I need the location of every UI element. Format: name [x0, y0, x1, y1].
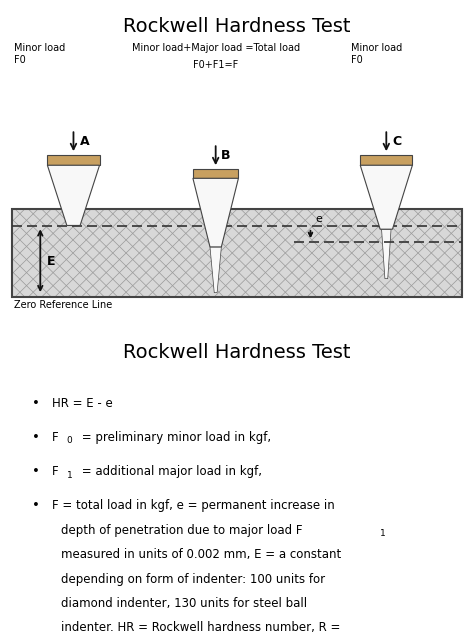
Polygon shape	[382, 229, 391, 279]
Text: B: B	[221, 149, 231, 162]
Bar	[12, 209, 462, 297]
Text: F = total load in kgf, e = permanent increase in: F = total load in kgf, e = permanent inc…	[52, 499, 335, 513]
Text: e: e	[315, 214, 322, 224]
Bar	[12, 209, 462, 297]
Text: Minor load+Major load =Total load: Minor load+Major load =Total load	[132, 43, 300, 53]
Text: HR = E - e: HR = E - e	[52, 397, 113, 410]
Text: = additional major load in kgf,: = additional major load in kgf,	[78, 465, 262, 478]
Text: = preliminary minor load in kgf,: = preliminary minor load in kgf,	[78, 431, 271, 444]
Text: C: C	[392, 135, 401, 149]
Text: 0: 0	[67, 437, 73, 446]
Text: depth of penetration due to major load F: depth of penetration due to major load F	[61, 524, 302, 537]
Polygon shape	[360, 165, 412, 229]
Text: F0+F1=F: F0+F1=F	[193, 60, 238, 70]
Text: Minor load
F0: Minor load F0	[14, 43, 65, 65]
Text: F: F	[52, 431, 59, 444]
Bar	[47, 155, 100, 165]
Text: Zero Reference Line: Zero Reference Line	[14, 300, 112, 310]
Bar	[360, 155, 412, 165]
Text: Minor load
F0: Minor load F0	[351, 43, 402, 65]
Text: indenter. HR = Rockwell hardness number, R =: indenter. HR = Rockwell hardness number,…	[61, 621, 340, 632]
Text: •: •	[32, 431, 40, 444]
Text: •: •	[32, 499, 40, 513]
Text: measured in units of 0.002 mm, E = a constant: measured in units of 0.002 mm, E = a con…	[61, 548, 341, 561]
Text: •: •	[32, 397, 40, 410]
Polygon shape	[193, 178, 238, 247]
Text: Rockwell Hardness Test: Rockwell Hardness Test	[123, 344, 351, 363]
Text: •: •	[32, 465, 40, 478]
Polygon shape	[47, 165, 100, 226]
Text: A: A	[80, 135, 89, 149]
Polygon shape	[210, 247, 221, 293]
Bar	[193, 169, 238, 178]
Text: Rockwell Hardness Test: Rockwell Hardness Test	[123, 17, 351, 36]
Text: E: E	[46, 255, 55, 269]
Text: 1: 1	[380, 529, 385, 538]
Text: depending on form of indenter: 100 units for: depending on form of indenter: 100 units…	[61, 573, 325, 585]
Text: F: F	[52, 465, 59, 478]
Text: diamond indenter, 130 units for steel ball: diamond indenter, 130 units for steel ba…	[61, 597, 307, 610]
Text: 1: 1	[67, 471, 73, 480]
